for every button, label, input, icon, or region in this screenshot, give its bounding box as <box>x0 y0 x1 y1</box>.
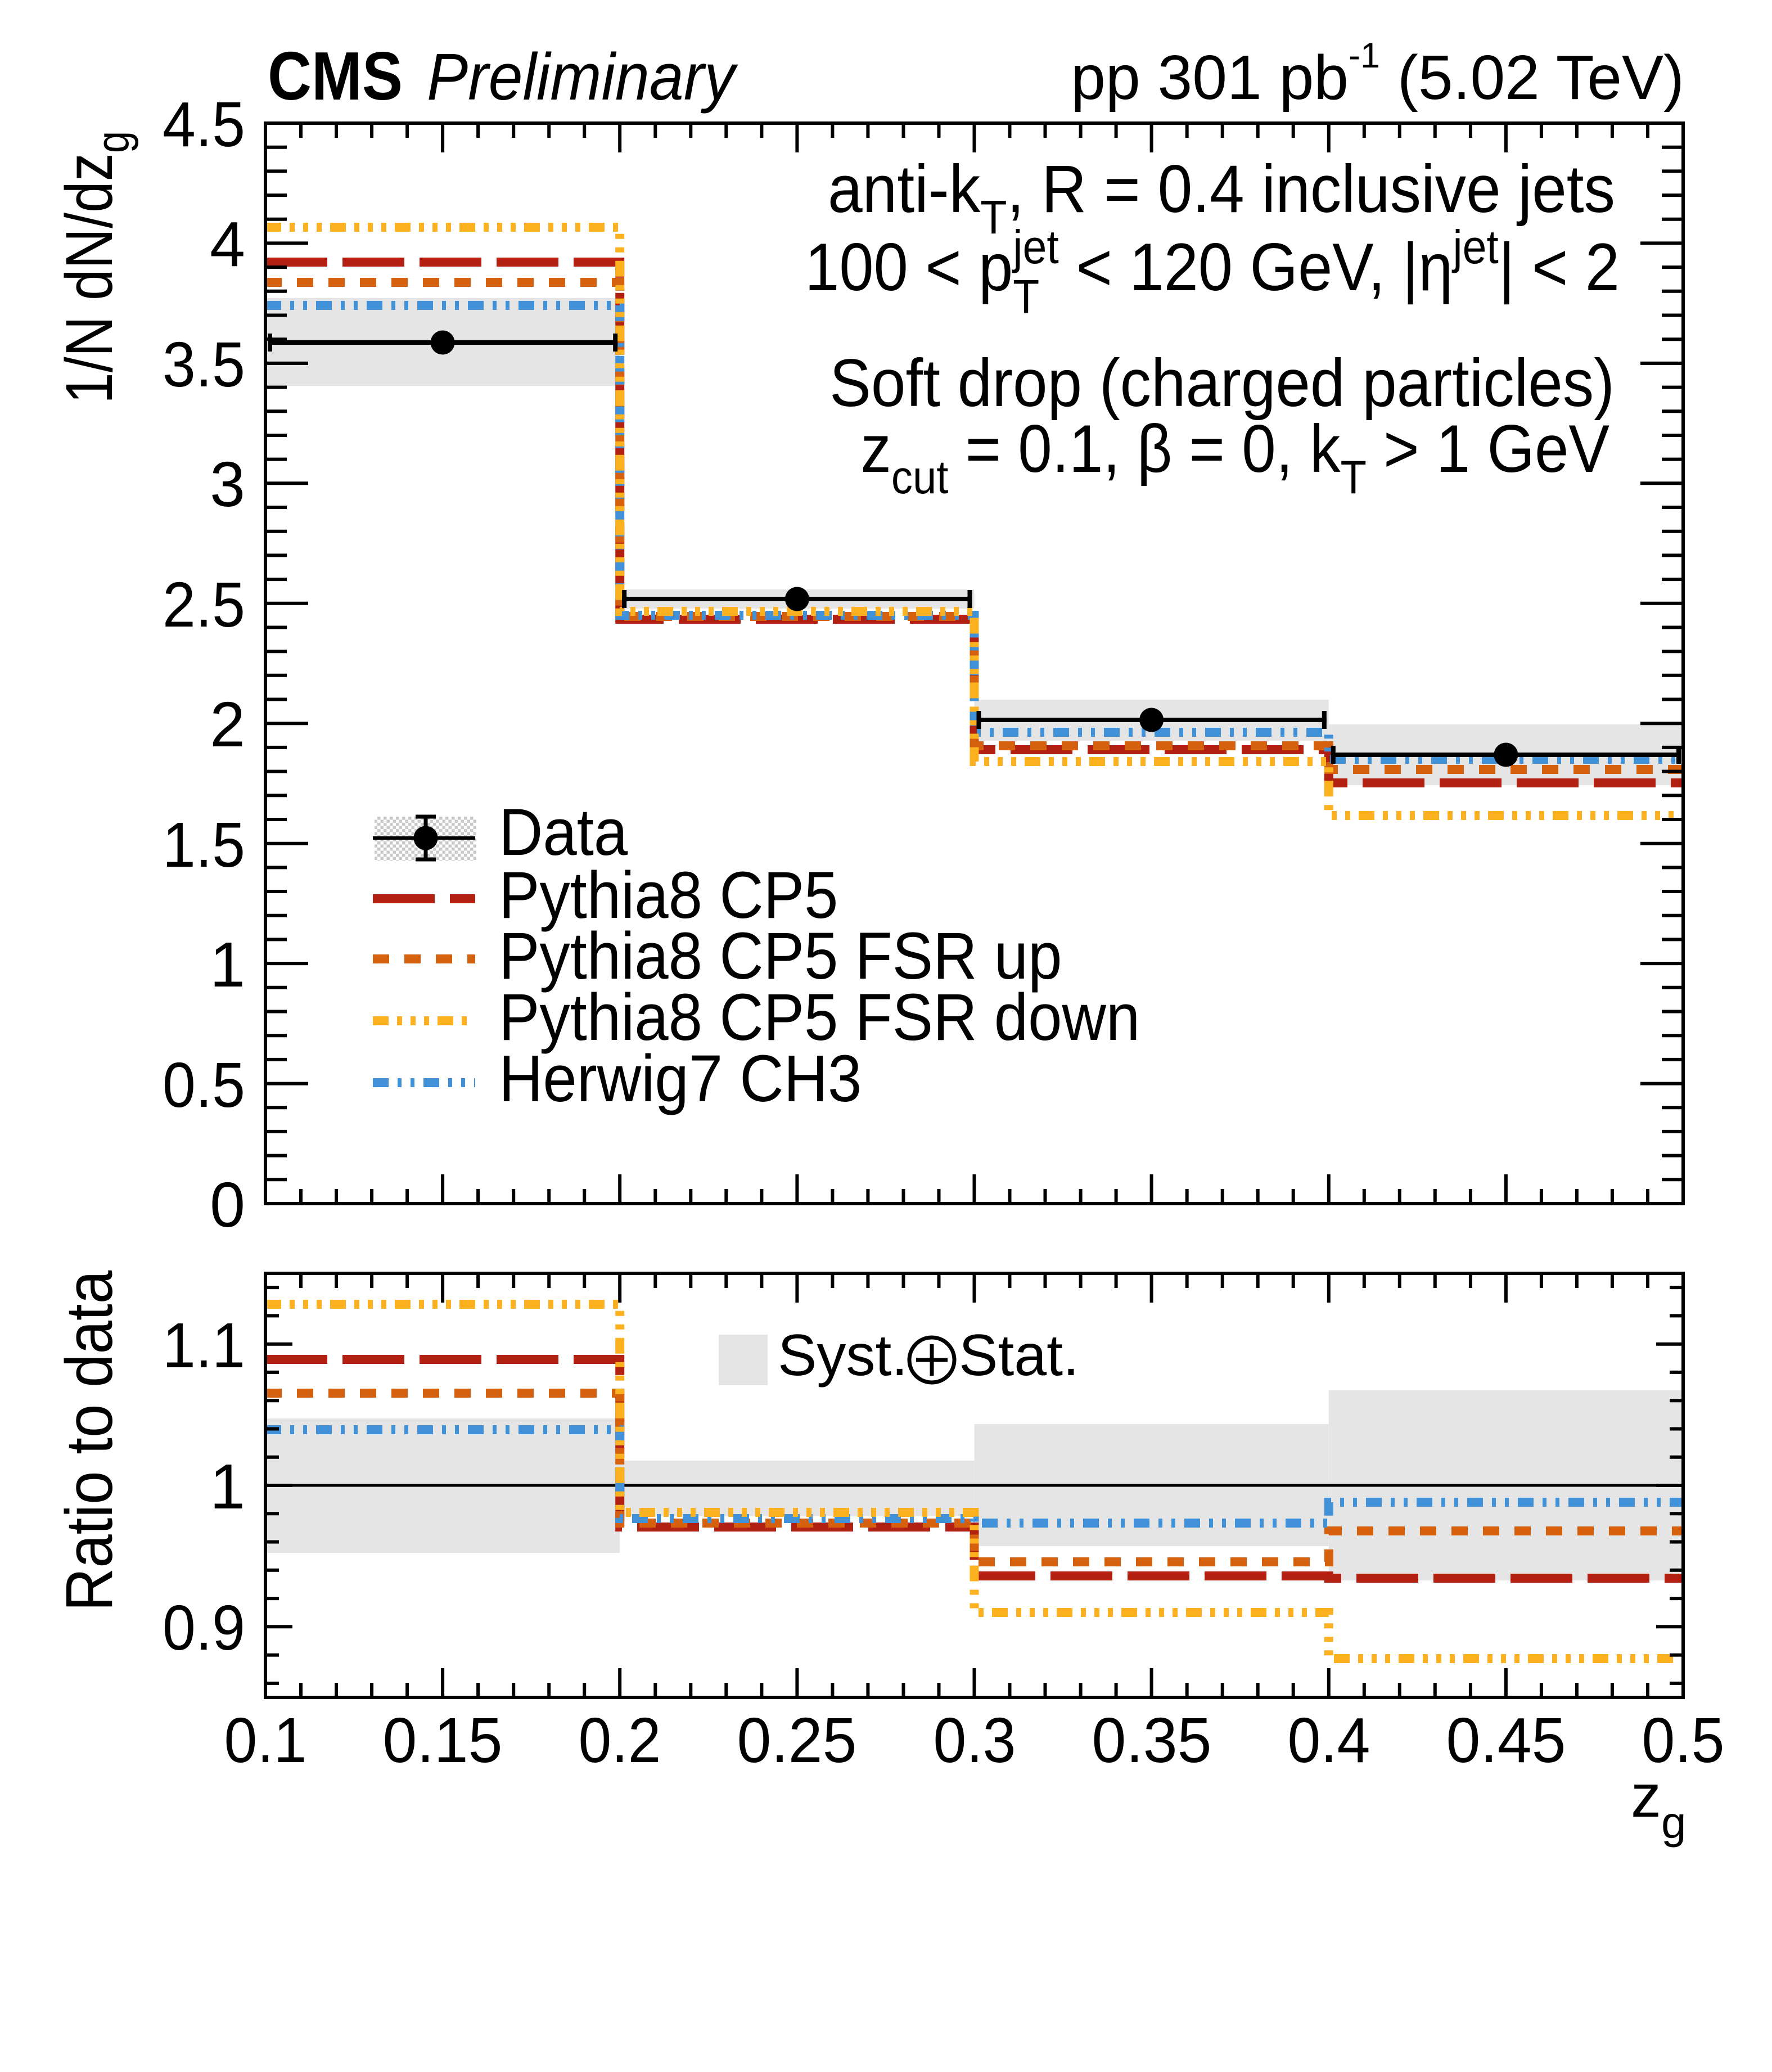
svg-text:0.15: 0.15 <box>383 1705 503 1776</box>
svg-text:Soft drop (charged particles): Soft drop (charged particles) <box>829 346 1615 421</box>
svg-text:Stat.: Stat. <box>959 1323 1079 1388</box>
svg-text:1: 1 <box>210 1451 245 1522</box>
svg-text:0.25: 0.25 <box>737 1705 857 1776</box>
svg-text:0.4: 0.4 <box>1288 1705 1370 1776</box>
svg-text:pp 301 pb-1 (5.02 TeV): pp 301 pb-1 (5.02 TeV) <box>1071 36 1684 112</box>
svg-text:0.3: 0.3 <box>934 1705 1016 1776</box>
svg-text:Ratio to data: Ratio to data <box>52 1270 126 1611</box>
svg-text:2.5: 2.5 <box>163 569 245 640</box>
svg-text:0.5: 0.5 <box>163 1049 245 1120</box>
svg-text:4: 4 <box>210 209 245 280</box>
svg-text:0.45: 0.45 <box>1446 1705 1566 1776</box>
svg-text:0.9: 0.9 <box>163 1592 245 1663</box>
svg-text:Herwig7 CH3: Herwig7 CH3 <box>499 1042 862 1116</box>
svg-text:Pythia8 CP5: Pythia8 CP5 <box>499 858 838 933</box>
svg-text:2: 2 <box>210 689 245 760</box>
svg-text:Data: Data <box>499 795 628 870</box>
svg-text:1.1: 1.1 <box>163 1310 245 1381</box>
svg-text:0: 0 <box>210 1169 245 1240</box>
svg-text:0.5: 0.5 <box>1642 1705 1725 1776</box>
svg-text:1: 1 <box>210 929 245 1000</box>
svg-text:3.5: 3.5 <box>163 329 245 400</box>
svg-text:Pythia8 CP5 FSR up: Pythia8 CP5 FSR up <box>499 919 1062 993</box>
svg-text:0.35: 0.35 <box>1092 1705 1212 1776</box>
svg-text:1.5: 1.5 <box>163 809 245 880</box>
svg-text:Preliminary: Preliminary <box>427 40 738 114</box>
svg-text:1/N dN/dzg: 1/N dN/dzg <box>52 131 139 404</box>
svg-text:Syst.: Syst. <box>778 1323 908 1388</box>
svg-text:4.5: 4.5 <box>163 89 245 160</box>
svg-text:0.2: 0.2 <box>579 1705 661 1776</box>
svg-text:Pythia8 CP5 FSR down: Pythia8 CP5 FSR down <box>499 980 1140 1055</box>
svg-text:CMS: CMS <box>268 38 403 114</box>
svg-text:3: 3 <box>210 449 245 520</box>
svg-text:0.1: 0.1 <box>224 1705 307 1776</box>
